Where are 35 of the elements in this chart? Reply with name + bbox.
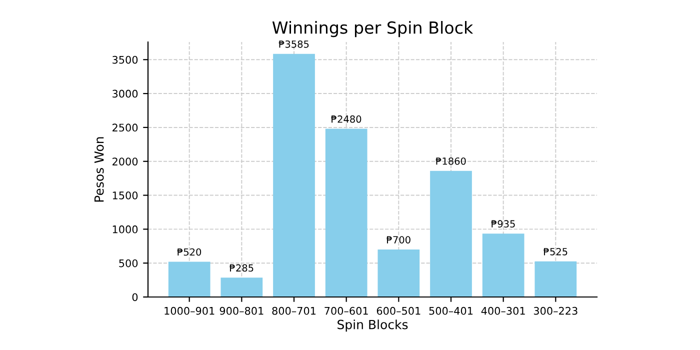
bar (220, 278, 263, 297)
x-tick-label: 500–401 (429, 306, 473, 315)
bar (378, 250, 420, 297)
x-tick-label: 400–301 (481, 306, 525, 315)
data-label: ₱3585 (278, 40, 309, 48)
data-label: ₱525 (544, 248, 568, 256)
y-tick-label: 2500 (112, 124, 138, 132)
bar (325, 128, 368, 297)
chart-title: Winnings per Spin Block (272, 21, 474, 38)
x-axis-title: Spin Blocks (338, 320, 408, 332)
bar (168, 262, 210, 297)
x-tick-label: 1000–901 (164, 306, 214, 315)
y-tick-label: 0 (132, 293, 138, 302)
x-tick-label: 700–601 (324, 306, 368, 315)
x-tick-label: 300–223 (534, 306, 578, 315)
data-label: ₱2480 (331, 115, 362, 123)
data-label: ₱285 (230, 264, 254, 272)
bar (430, 170, 472, 297)
bar (534, 261, 577, 297)
y-tick-label: 2000 (112, 158, 138, 166)
data-label: ₱1860 (436, 157, 466, 165)
y-tick-label: 3000 (112, 90, 138, 98)
y-tick-label: 3500 (112, 56, 138, 64)
y-tick-label: 1500 (112, 192, 138, 200)
y-axis-title: Pesos Won (94, 137, 104, 202)
data-label: ₱700 (386, 236, 410, 244)
bar (273, 54, 315, 297)
data-label: ₱520 (177, 248, 202, 256)
y-tick-label: 500 (119, 259, 138, 268)
data-label: ₱935 (491, 220, 515, 228)
bar (482, 234, 524, 297)
x-tick-label: 800–701 (272, 306, 316, 315)
y-tick-label: 1000 (112, 225, 138, 234)
x-tick-label: 600–501 (376, 306, 420, 315)
x-tick-label: 900–801 (220, 306, 264, 315)
